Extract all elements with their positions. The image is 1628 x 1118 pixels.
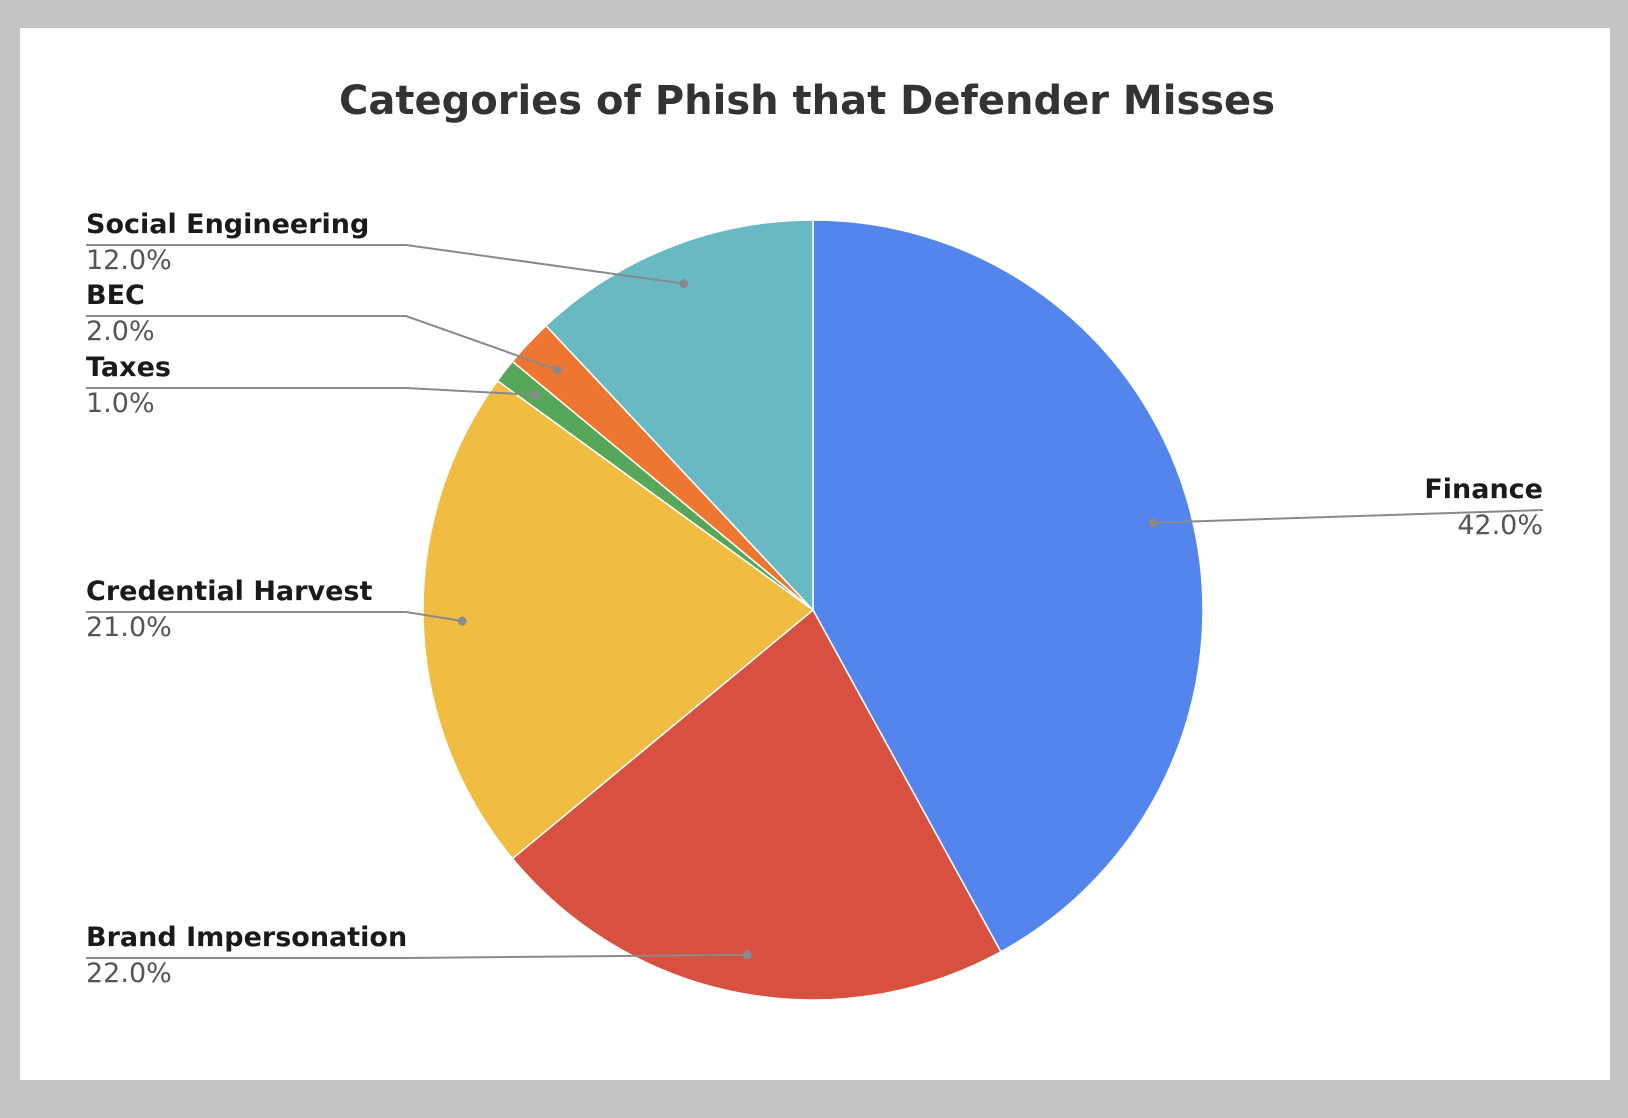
slice-label-bec: BEC [86,280,145,311]
slice-value-social-engineering: 12.0% [86,245,172,276]
chart-title: Categories of Phish that Defender Misses [339,78,1275,124]
slice-label-taxes: Taxes [86,352,171,383]
pie-slice-finance [812,219,1204,953]
slice-value-bec: 2.0% [86,316,155,347]
leader-line-brand-impersonation [86,953,748,959]
slice-label-social-engineering: Social Engineering [86,209,369,240]
leader-lines [86,244,1544,960]
leader-dot-finance [1148,518,1158,528]
leader-dot-brand-impersonation [742,950,752,960]
leader-line-taxes [86,387,536,396]
leader-dot-bec [552,365,562,375]
leader-line-credential-harvest [86,611,463,623]
pie-slice-brand-impersonation [511,608,1002,1001]
slice-labels: Finance 42.0% Brand Impersonation 22.0% Cred… [86,209,1543,989]
slice-label-credential-harvest: Credential Harvest [86,576,372,607]
slice-label-finance: Finance [1424,474,1543,505]
pie-slices [422,219,1204,1001]
slice-label-brand-impersonation: Brand Impersonation [86,922,407,953]
leader-dot-social-engineering [679,279,689,289]
slice-value-finance: 42.0% [1457,510,1543,541]
pie-slice-credential-harvest [422,379,815,860]
leader-line-finance [1152,509,1544,524]
slice-value-taxes: 1.0% [86,388,155,419]
slice-value-brand-impersonation: 22.0% [86,958,172,989]
pie-slice-social-engineering [544,219,814,612]
leader-dot-credential-harvest [457,616,467,626]
leader-line-social-engineering [86,244,684,285]
leader-dot-taxes [531,390,541,400]
slice-value-credential-harvest: 21.0% [86,612,172,643]
leader-line-bec [86,315,558,371]
